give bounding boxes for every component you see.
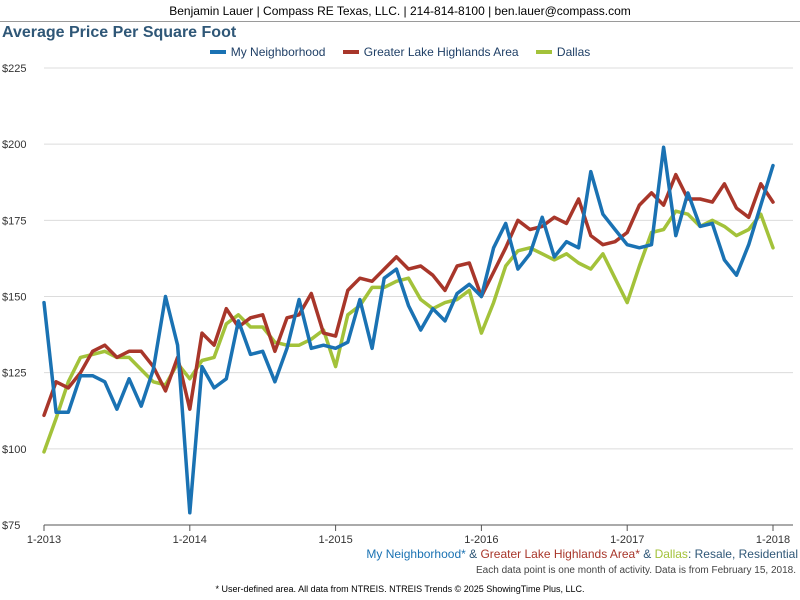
x-tick-label: 1-2013	[27, 534, 61, 546]
x-tick-label: 1-2014	[173, 534, 207, 546]
x-tick-label: 1-2018	[756, 534, 790, 546]
y-tick-label: $75	[2, 520, 20, 532]
agent-contact-bar: Benjamin Lauer | Compass RE Texas, LLC. …	[0, 0, 800, 22]
data-note: Each data point is one month of activity…	[476, 565, 796, 576]
legend-swatch-my-neighborhood	[209, 49, 226, 54]
series-line-my-neighborhood	[42, 145, 775, 515]
y-tick-label: $200	[2, 139, 26, 151]
series-line-dallas	[42, 209, 775, 454]
series-line-greater-lake-highlands	[42, 172, 775, 418]
caption-separator: &	[465, 547, 481, 561]
x-tick-label: 1-2017	[610, 534, 644, 546]
caption-suffix: : Resale, Residential	[687, 547, 798, 561]
chart-legend: My Neighborhood Greater Lake Highlands A…	[0, 45, 800, 59]
agent-contact-text: Benjamin Lauer | Compass RE Texas, LLC. …	[169, 4, 631, 18]
y-tick-label: $125	[2, 368, 26, 380]
chart-title: Average Price Per Square Foot	[2, 24, 237, 41]
legend-label-dallas: Dallas	[556, 45, 591, 59]
y-tick-label: $175	[2, 215, 26, 227]
caption-series-greater-lake-highlands: Greater Lake Highlands Area*	[480, 547, 640, 561]
legend-swatch-dallas	[535, 49, 552, 54]
caption-separator: &	[639, 547, 655, 561]
legend-item-dallas[interactable]: Dallas	[535, 45, 591, 59]
y-tick-label: $100	[2, 444, 26, 456]
legend-item-greater-lake-highlands[interactable]: Greater Lake Highlands Area	[342, 45, 519, 59]
x-tick-label: 1-2016	[464, 534, 498, 546]
legend-item-my-neighborhood[interactable]: My Neighborhood	[209, 45, 326, 59]
legend-swatch-greater-lake-highlands	[342, 49, 359, 54]
footer-disclaimer: * User-defined area. All data from NTREI…	[215, 584, 585, 594]
caption-series-my-neighborhood: My Neighborhood*	[366, 547, 466, 561]
x-tick-label: 1-2015	[318, 534, 352, 546]
y-tick-label: $225	[2, 63, 26, 75]
legend-label-my-neighborhood: My Neighborhood	[230, 45, 326, 59]
y-tick-label: $150	[2, 292, 26, 304]
caption-series-dallas: Dallas	[654, 547, 688, 561]
chart-caption: My Neighborhood* & Greater Lake Highland…	[366, 547, 798, 561]
legend-label-greater-lake-highlands: Greater Lake Highlands Area	[363, 45, 519, 59]
